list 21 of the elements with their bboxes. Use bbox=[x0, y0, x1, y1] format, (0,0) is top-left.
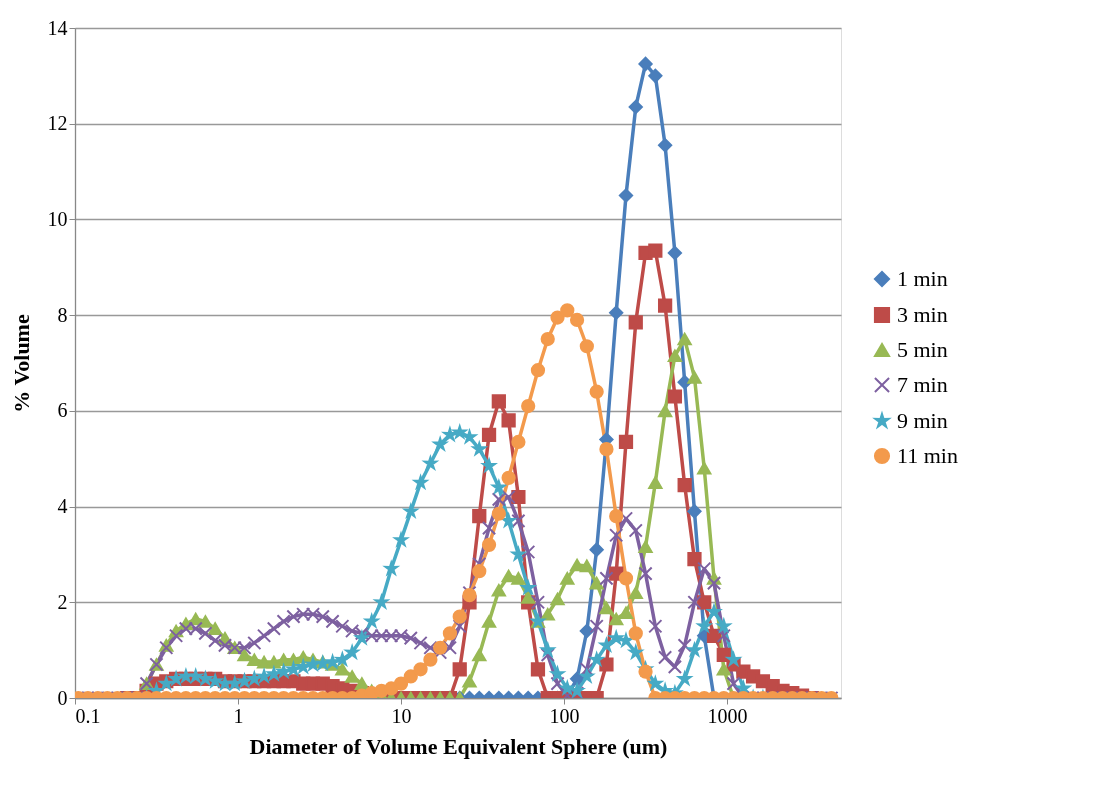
x-tick-label: 10 bbox=[391, 704, 412, 727]
legend-label: 3 min bbox=[897, 302, 948, 327]
legend-label: 5 min bbox=[897, 337, 948, 362]
x-tick-label: 100 bbox=[549, 704, 580, 727]
y-tick-label: 14 bbox=[47, 16, 68, 39]
x-tick-label: 1000 bbox=[707, 704, 748, 727]
y-tick-label: 10 bbox=[47, 207, 68, 230]
x-tick-label: 0.1 bbox=[75, 704, 101, 727]
y-axis-title: % Volume bbox=[8, 314, 34, 413]
x-axis-title: Diameter of Volume Equivalent Sphere (um) bbox=[249, 733, 668, 759]
y-tick-label: 0 bbox=[57, 686, 68, 709]
y-tick-label: 4 bbox=[57, 495, 68, 518]
y-tick-label: 12 bbox=[47, 112, 68, 135]
legend-label: 11 min bbox=[897, 443, 958, 468]
y-tick-label: 8 bbox=[57, 303, 68, 326]
legend-label: 7 min bbox=[897, 372, 948, 397]
y-tick-label: 6 bbox=[57, 399, 68, 422]
legend-label: 9 min bbox=[897, 408, 948, 433]
x-tick-label: 1 bbox=[233, 704, 244, 727]
y-tick-label: 2 bbox=[57, 590, 68, 613]
legend-label: 1 min bbox=[897, 266, 948, 291]
